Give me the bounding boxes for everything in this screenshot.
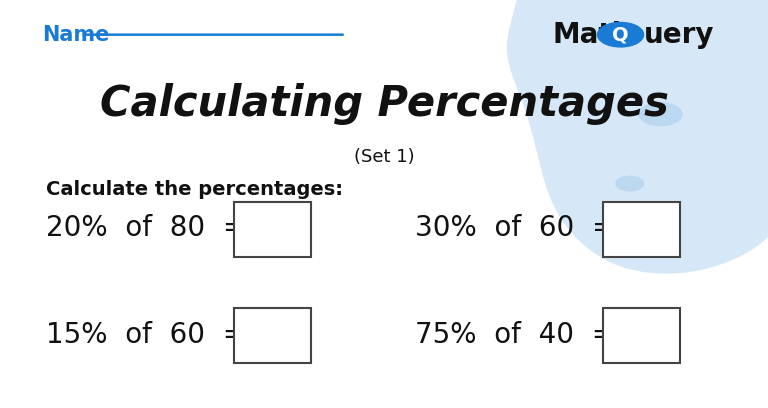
FancyBboxPatch shape — [234, 202, 311, 257]
Text: 75%  of  40  =: 75% of 40 = — [415, 321, 615, 348]
FancyBboxPatch shape — [234, 308, 311, 363]
Text: Q: Q — [612, 25, 629, 44]
Circle shape — [616, 176, 644, 191]
Text: Calculate the percentages:: Calculate the percentages: — [46, 180, 343, 199]
Text: 15%  of  60  =: 15% of 60 = — [46, 321, 247, 348]
Text: uery: uery — [644, 21, 714, 49]
Text: (Set 1): (Set 1) — [354, 148, 414, 166]
Text: 20%  of  80  =: 20% of 80 = — [46, 215, 247, 242]
FancyBboxPatch shape — [603, 202, 680, 257]
Text: Name: Name — [42, 24, 110, 45]
Text: 30%  of  60  =: 30% of 60 = — [415, 215, 615, 242]
Text: Math: Math — [553, 21, 632, 49]
Text: Calculating Percentages: Calculating Percentages — [100, 83, 668, 125]
Circle shape — [598, 22, 644, 47]
Circle shape — [639, 103, 682, 126]
Polygon shape — [507, 0, 768, 274]
FancyBboxPatch shape — [603, 308, 680, 363]
